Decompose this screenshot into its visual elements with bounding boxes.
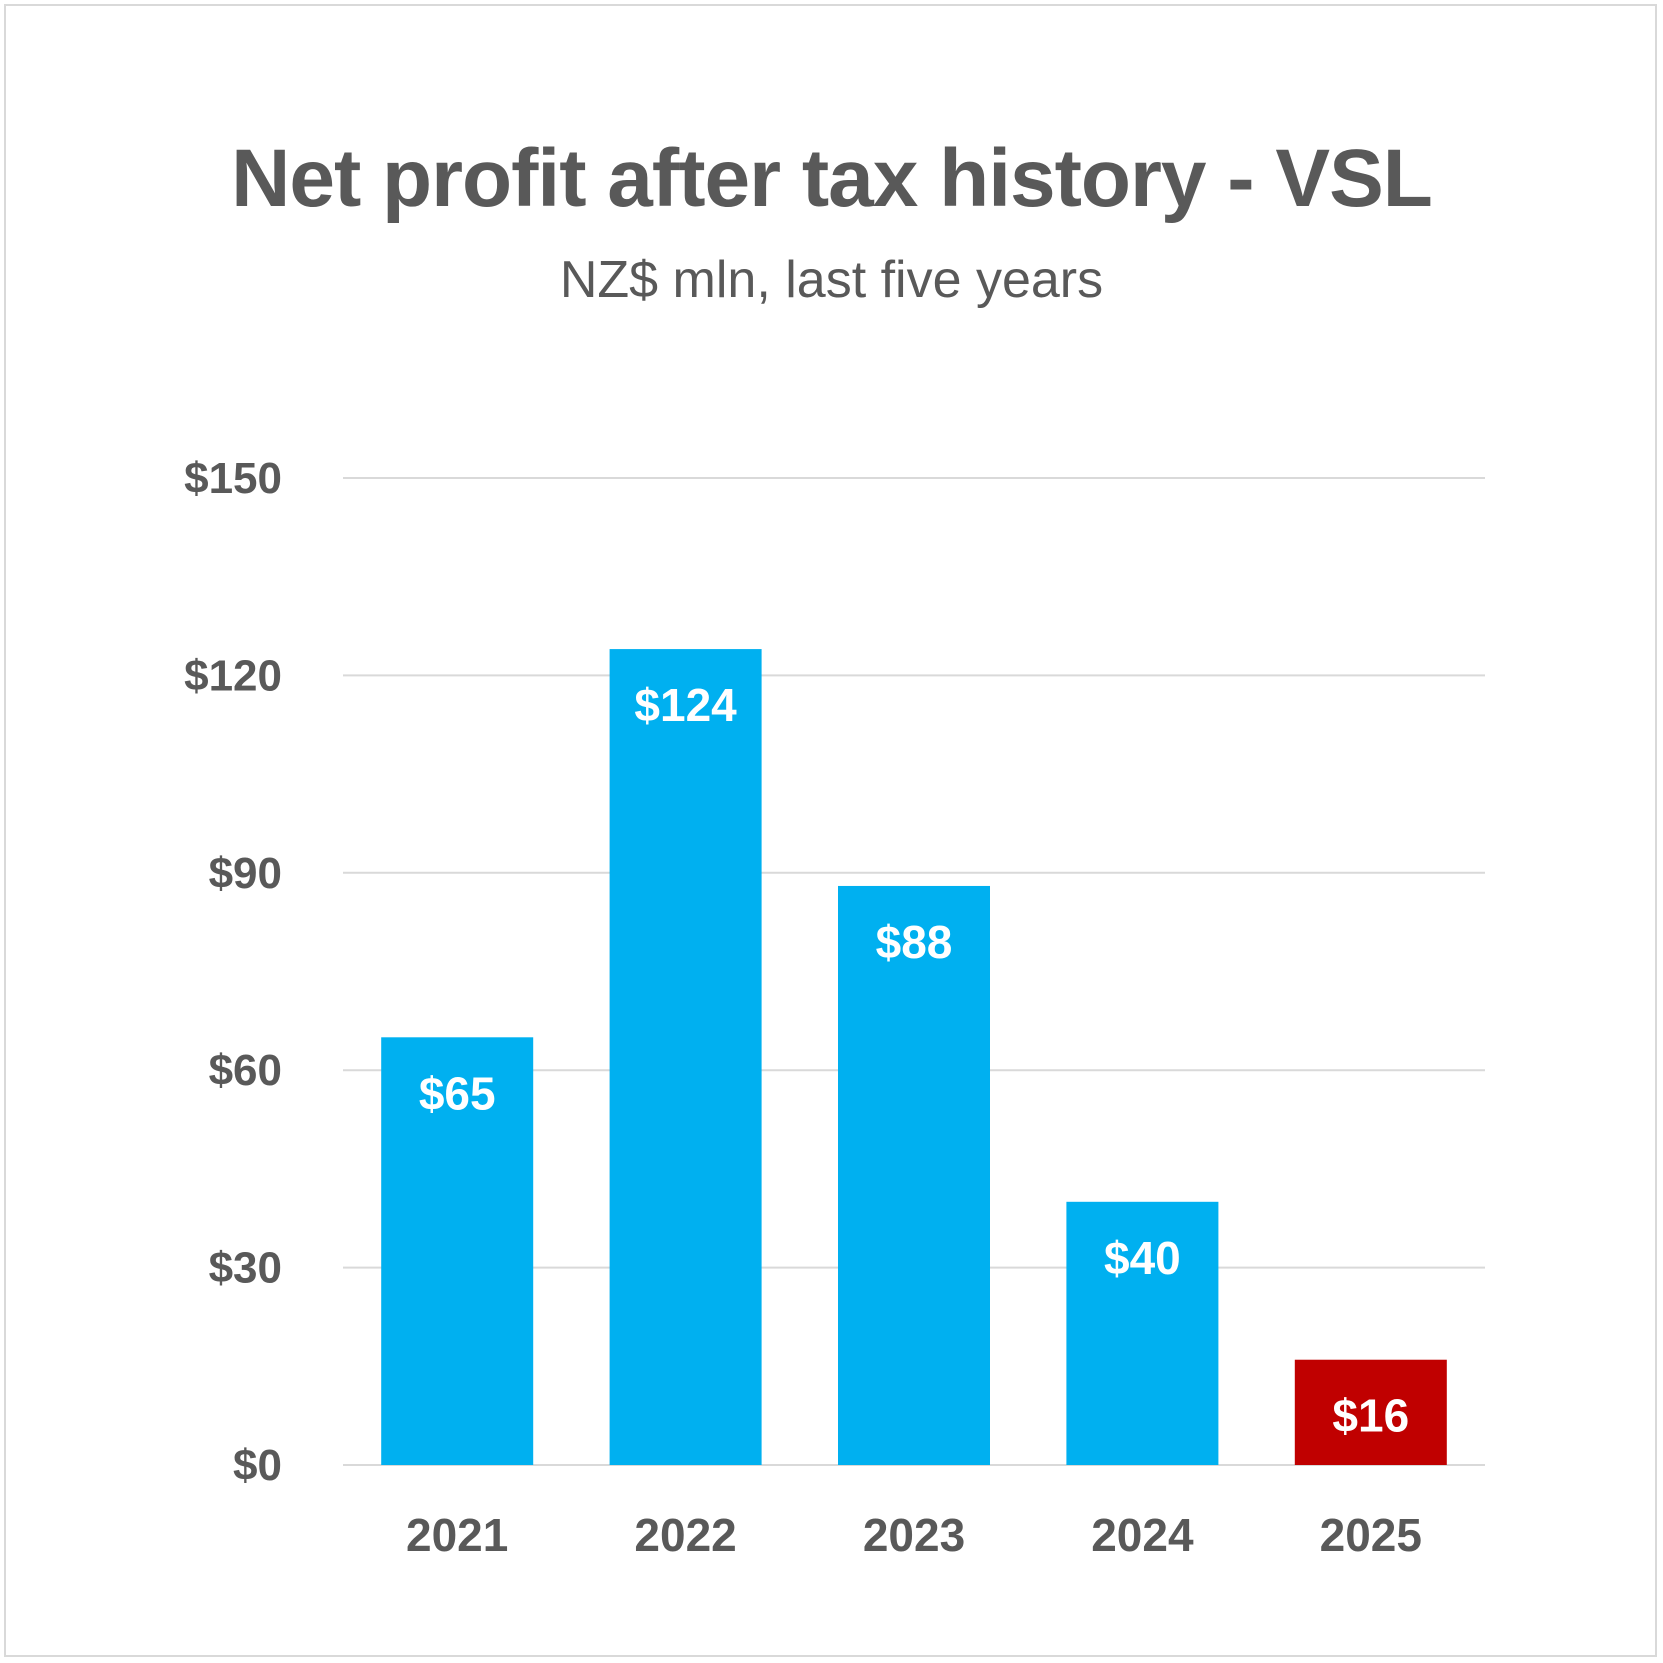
y-tick-label-60: $60 — [209, 1046, 282, 1095]
bar-2024 — [1066, 1201, 1219, 1465]
bar-2021 — [381, 1037, 534, 1465]
y-tick-label-120: $120 — [184, 651, 282, 700]
bar-2022 — [609, 649, 762, 1465]
data-labels: $65 $124 $88 $40 $16 — [419, 679, 1409, 1442]
y-tick-label-30: $30 — [209, 1244, 282, 1293]
bars — [381, 649, 1447, 1465]
data-label-2025: $16 — [1332, 1390, 1409, 1442]
chart-title: Net profit after tax history - VSL — [231, 133, 1433, 224]
y-axis-tick-labels: $0 $30 $60 $90 $120 $150 — [184, 454, 282, 1490]
x-axis-category-labels: 2021 2022 2023 2024 2025 — [406, 1509, 1422, 1561]
y-tick-label-0: $0 — [233, 1441, 282, 1490]
category-label-2024: 2024 — [1091, 1509, 1194, 1561]
data-label-2023: $88 — [876, 916, 953, 968]
data-label-2024: $40 — [1104, 1232, 1181, 1284]
data-label-2021: $65 — [419, 1067, 496, 1119]
y-tick-label-90: $90 — [209, 849, 282, 898]
category-label-2023: 2023 — [863, 1509, 965, 1561]
data-label-2022: $124 — [634, 679, 737, 731]
category-label-2022: 2022 — [634, 1509, 736, 1561]
y-tick-label-150: $150 — [184, 454, 282, 503]
bar-2025 — [1294, 1359, 1447, 1465]
chart-subtitle: NZ$ mln, last five years — [559, 251, 1104, 309]
category-label-2025: 2025 — [1320, 1509, 1422, 1561]
bar-2023 — [838, 885, 990, 1465]
category-label-2021: 2021 — [406, 1509, 508, 1561]
